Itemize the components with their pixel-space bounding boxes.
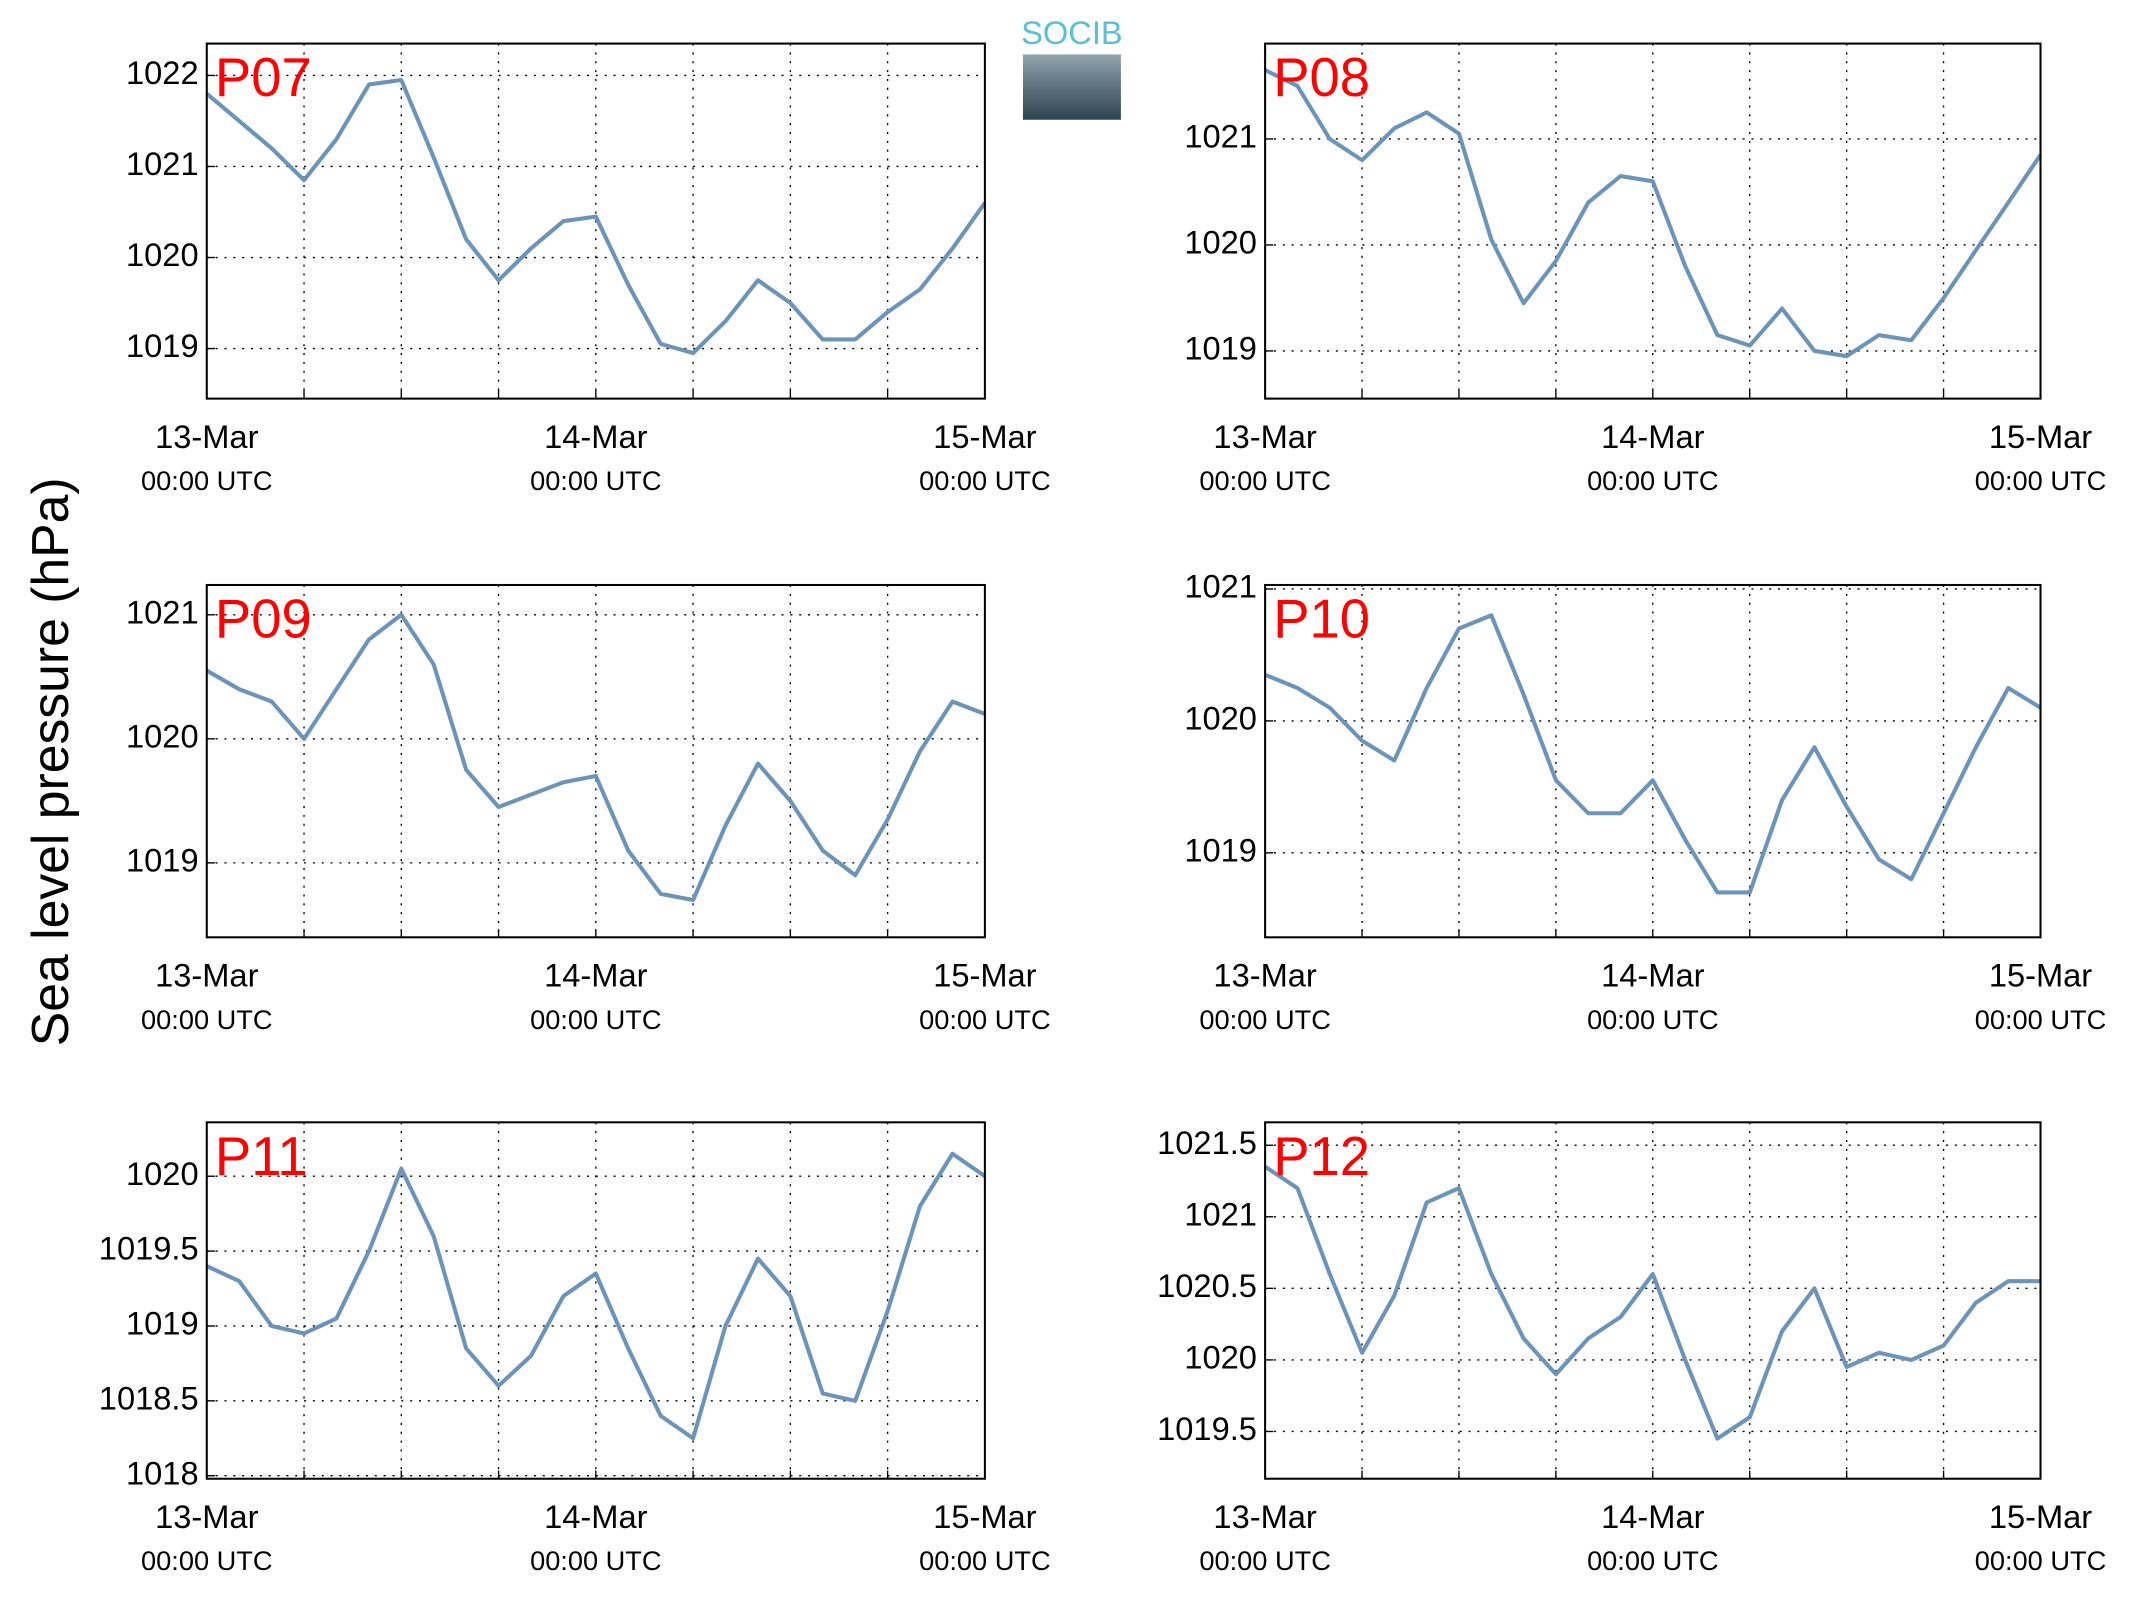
- y-axis-label: Sea level pressure (hPa): [21, 477, 79, 1046]
- x-tick-sublabel: 00:00 UTC: [141, 1004, 272, 1035]
- x-tick-label: 15-Mar: [933, 1498, 1036, 1535]
- data-line: [1264, 68, 2043, 359]
- y-tick-label: 1021: [1184, 1195, 1257, 1232]
- y-tick-label: 1021.5: [1157, 1124, 1257, 1161]
- y-tick-label: 1019: [1184, 330, 1257, 367]
- x-tick-label: 13-Mar: [1213, 1498, 1316, 1535]
- data-line: [205, 1151, 987, 1441]
- y-tick-label: 1019.5: [99, 1230, 199, 1267]
- x-tick-label: 13-Mar: [1213, 957, 1316, 994]
- y-tick-label: 1020: [1184, 1339, 1257, 1376]
- x-tick-sublabel: 00:00 UTC: [919, 1004, 1050, 1035]
- x-tick-sublabel: 00:00 UTC: [530, 465, 661, 496]
- data-line: [1264, 613, 2042, 895]
- x-tick-label: 13-Mar: [155, 418, 258, 455]
- x-tick-sublabel: 00:00 UTC: [1587, 1545, 1718, 1576]
- x-tick-sublabel: 00:00 UTC: [1975, 465, 2106, 496]
- y-tick-label: 1021: [1184, 568, 1257, 605]
- y-tick-label: 1021: [126, 593, 199, 630]
- x-tick-label: 14-Mar: [1601, 1498, 1704, 1535]
- x-tick-label: 15-Mar: [1989, 418, 2092, 455]
- y-tick-label: 1020: [126, 1155, 199, 1192]
- x-tick-label: 14-Mar: [1601, 957, 1704, 994]
- y-tick-label: 1019.5: [1157, 1410, 1257, 1447]
- plot-frame: [1264, 1121, 2042, 1480]
- x-tick-sublabel: 00:00 UTC: [141, 1545, 272, 1576]
- x-tick-sublabel: 00:00 UTC: [1199, 1004, 1330, 1035]
- y-tick-label: 1019: [126, 327, 199, 364]
- plot-frame: [1264, 42, 2042, 400]
- x-tick-sublabel: 00:00 UTC: [530, 1004, 661, 1035]
- y-tick-label: 1022: [126, 54, 199, 91]
- data-line: [205, 612, 986, 903]
- y-tick-label: 1020: [126, 236, 199, 273]
- x-tick-sublabel: 00:00 UTC: [1975, 1004, 2106, 1035]
- x-tick-label: 15-Mar: [1989, 957, 2092, 994]
- panel-title: P07: [215, 47, 312, 108]
- y-tick-label: 1020: [126, 717, 199, 754]
- panel-title: P08: [1273, 47, 1370, 108]
- x-tick-label: 14-Mar: [544, 1498, 647, 1535]
- x-tick-label: 14-Mar: [544, 418, 647, 455]
- logo-box: [1022, 54, 1121, 120]
- x-tick-label: 13-Mar: [155, 1498, 258, 1535]
- x-tick-label: 14-Mar: [544, 957, 647, 994]
- plot-frame: [1264, 583, 2042, 939]
- y-tick-label: 1018: [126, 1454, 199, 1491]
- plot-frame: [205, 583, 986, 939]
- data-line: [205, 77, 987, 356]
- x-tick-sublabel: 00:00 UTC: [1199, 465, 1330, 496]
- plot-frame: [205, 1121, 986, 1480]
- logo: SOCIB: [1021, 14, 1123, 120]
- x-tick-sublabel: 00:00 UTC: [1975, 1545, 2106, 1576]
- x-tick-label: 15-Mar: [933, 957, 1036, 994]
- x-tick-sublabel: 00:00 UTC: [530, 1545, 661, 1576]
- y-tick-label: 1020: [1184, 224, 1257, 261]
- y-tick-label: 1020: [1184, 700, 1257, 737]
- y-tick-label: 1019: [1184, 831, 1257, 868]
- plot-frame: [205, 42, 986, 400]
- x-tick-label: 15-Mar: [933, 418, 1036, 455]
- y-tick-label: 1018.5: [99, 1379, 199, 1416]
- data-line: [1263, 1164, 2041, 1441]
- logo-text: SOCIB: [1021, 14, 1123, 51]
- x-tick-sublabel: 00:00 UTC: [919, 1545, 1050, 1576]
- y-tick-label: 1019: [126, 1305, 199, 1342]
- x-tick-label: 13-Mar: [1213, 418, 1316, 455]
- x-tick-sublabel: 00:00 UTC: [1199, 1545, 1330, 1576]
- x-tick-sublabel: 00:00 UTC: [1587, 1004, 1718, 1035]
- panel-title: P11: [215, 1126, 308, 1187]
- x-tick-label: 15-Mar: [1989, 1498, 2092, 1535]
- x-tick-sublabel: 00:00 UTC: [141, 465, 272, 496]
- x-tick-label: 14-Mar: [1601, 418, 1704, 455]
- y-tick-label: 1021: [126, 145, 199, 182]
- y-tick-label: 1020.5: [1157, 1267, 1257, 1304]
- x-tick-sublabel: 00:00 UTC: [919, 465, 1050, 496]
- panel-title: P09: [215, 588, 312, 649]
- panel-title: P10: [1273, 588, 1370, 649]
- x-tick-label: 13-Mar: [155, 957, 258, 994]
- y-tick-label: 1019: [126, 842, 199, 879]
- y-tick-label: 1021: [1184, 118, 1257, 155]
- panel-title: P12: [1273, 1126, 1370, 1187]
- x-tick-sublabel: 00:00 UTC: [1587, 465, 1718, 496]
